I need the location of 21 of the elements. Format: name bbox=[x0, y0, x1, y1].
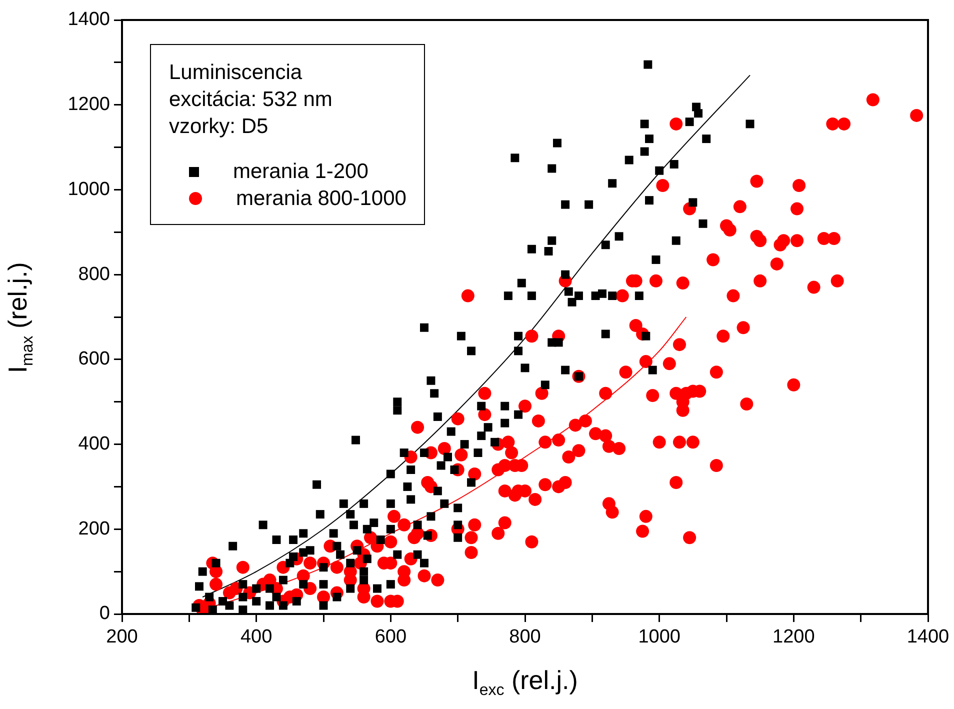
annotation: excitácia: 532 nm bbox=[169, 87, 334, 113]
y-tick-label: 0 bbox=[99, 603, 110, 624]
legend-label: merania 1-200 bbox=[233, 159, 368, 185]
x-tick-label: 1400 bbox=[906, 626, 950, 648]
x-tick-label: 600 bbox=[374, 626, 407, 648]
x-tick-label: 1000 bbox=[638, 626, 680, 648]
annotation: Luminiscencia bbox=[169, 60, 304, 86]
x-tick-label: 800 bbox=[509, 626, 541, 648]
annotation: vzorky: D5 bbox=[169, 114, 270, 140]
x-tick-label: 200 bbox=[106, 626, 138, 648]
y-tick-label: 800 bbox=[78, 264, 110, 285]
y-tick-label: 200 bbox=[78, 518, 110, 540]
legend-label: merania 800-1000 bbox=[236, 186, 406, 212]
y-tick-label: 1000 bbox=[68, 178, 110, 200]
y-tick-label: 600 bbox=[78, 348, 110, 370]
y-tick-label: 1400 bbox=[68, 9, 110, 30]
x-tick-label: 1200 bbox=[772, 626, 815, 648]
x-tick-label: 400 bbox=[240, 626, 272, 648]
x-axis-title: I$_{exc}$ (rel.j.) bbox=[471, 665, 579, 700]
y-tick-label: 400 bbox=[78, 434, 110, 455]
y-tick-label: 1200 bbox=[68, 94, 110, 116]
